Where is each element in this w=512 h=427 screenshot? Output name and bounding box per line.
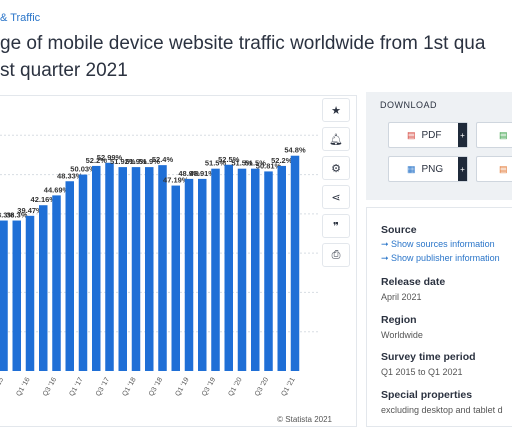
png-download-button[interactable]: ▦ PNG +	[388, 156, 468, 182]
data-label: 51.5%	[245, 159, 267, 168]
download-title: DOWNLOAD	[380, 100, 438, 110]
x-tick-label: Q3 '18	[148, 376, 164, 397]
chart-bar[interactable]	[277, 165, 287, 371]
chart-bar[interactable]	[65, 181, 75, 371]
chart-bar[interactable]	[52, 195, 61, 371]
bar-chart: 35%38.3%38.3%39.47%42.16%44.69%48.33%50.…	[0, 134, 320, 398]
data-label: 52.2%	[271, 156, 293, 165]
chart-bar[interactable]	[224, 164, 234, 371]
data-label: 50.03%	[70, 165, 96, 174]
data-label: 51.5%	[231, 159, 253, 168]
chart-bar[interactable]	[251, 168, 260, 371]
plus-icon[interactable]: +	[458, 123, 467, 147]
chart-bar[interactable]	[39, 205, 48, 371]
data-label: 51.5%	[205, 159, 227, 168]
chart-bar[interactable]	[158, 165, 167, 371]
release-title: Release date	[381, 276, 446, 288]
png-icon: ▦	[407, 163, 416, 174]
data-label: 48.91%	[190, 169, 216, 178]
chart-bar[interactable]	[237, 168, 247, 371]
breadcrumb[interactable]: & Traffic	[0, 12, 41, 24]
xls-download-button[interactable]: ▤	[476, 122, 512, 148]
quote-icon[interactable]: ❞	[322, 214, 350, 238]
data-label: 47.19%	[163, 176, 189, 185]
data-label: 54.8%	[284, 146, 306, 155]
print-icon[interactable]: ⎙	[322, 243, 350, 267]
chart-bar[interactable]	[290, 155, 300, 371]
data-label: 52.2%	[86, 156, 108, 165]
chart-bar[interactable]	[211, 168, 220, 371]
gear-icon[interactable]: ⚙	[322, 156, 350, 180]
download-panel: DOWNLOAD ▤ PDF + ▤ ▦ PNG + ▤	[366, 92, 512, 200]
page-title-line-1: ge of mobile device website traffic worl…	[0, 33, 486, 54]
share-icon[interactable]: ⋖	[322, 185, 350, 209]
data-label: 50.81%	[256, 161, 282, 170]
x-tick-label: Q1 '20	[227, 376, 243, 397]
chart-bar[interactable]	[118, 167, 128, 371]
data-label: 51.9%	[125, 157, 147, 166]
x-tick-label: Q3 '15	[0, 376, 5, 397]
survey-value: Q1 2015 to Q1 2021	[381, 367, 463, 377]
page-title: ge of mobile device website traffic worl…	[0, 30, 512, 84]
source-title: Source	[381, 224, 417, 236]
x-tick-label: Q3 '17	[95, 376, 111, 397]
chart-bar[interactable]	[131, 167, 141, 371]
region-title: Region	[381, 314, 417, 326]
chart-bar[interactable]	[264, 171, 273, 371]
x-tick-label: Q1 '18	[121, 376, 137, 397]
data-label: 38.3%	[0, 211, 14, 220]
chart-bar[interactable]	[105, 162, 114, 371]
xls-icon: ▤	[499, 129, 508, 140]
x-tick-label: Q3 '16	[42, 376, 58, 397]
data-label: 48.33%	[57, 171, 83, 180]
data-label: 52.99%	[97, 153, 123, 162]
chart-bar[interactable]	[171, 185, 181, 371]
chart-bar[interactable]	[12, 220, 22, 371]
data-label: 51.9%	[139, 157, 161, 166]
pdf-download-button[interactable]: ▤ PDF +	[388, 122, 468, 148]
ppt-icon: ▤	[499, 163, 508, 174]
region-value: Worldwide	[381, 330, 423, 340]
chart-toolbar: ★ 🔔︎ ⚙ ⋖ ❞ ⎙	[322, 98, 352, 272]
chart-bar[interactable]	[92, 165, 101, 371]
star-icon[interactable]: ★	[322, 98, 350, 122]
special-title: Special properties	[381, 389, 473, 401]
x-tick-label: Q3 '20	[254, 376, 270, 397]
plus-icon[interactable]: +	[458, 157, 467, 181]
chart-bar[interactable]	[198, 178, 207, 371]
data-label: 52.4%	[152, 155, 174, 164]
chart-bar[interactable]	[78, 174, 88, 371]
chart-panel: 35%38.3%38.3%39.47%42.16%44.69%48.33%50.…	[0, 95, 357, 427]
data-label: 38.3%	[6, 211, 28, 220]
show-publisher-link[interactable]: ➞ Show publisher information	[381, 253, 500, 263]
chart-bar[interactable]	[184, 178, 194, 371]
data-label: 39.47%	[17, 206, 43, 215]
chart-bar[interactable]	[145, 167, 154, 371]
x-tick-label: Q1 '17	[68, 376, 84, 397]
pdf-label: PDF	[421, 129, 442, 141]
special-value: excluding desktop and tablet d	[381, 405, 503, 415]
x-tick-label: Q1 '19	[174, 376, 190, 397]
data-label: 48.9%	[178, 169, 200, 178]
show-sources-link[interactable]: ➞ Show sources information	[381, 239, 495, 249]
pdf-icon: ▤	[407, 129, 416, 140]
page-title-line-2: st quarter 2021	[0, 60, 128, 81]
bell-icon[interactable]: 🔔︎	[322, 127, 350, 151]
data-label: 42.16%	[31, 195, 57, 204]
chart-bar[interactable]	[25, 215, 35, 371]
data-label: 44.69%	[44, 185, 70, 194]
survey-title: Survey time period	[381, 351, 476, 363]
ppt-download-button[interactable]: ▤	[476, 156, 512, 182]
x-tick-label: Q1 '16	[15, 376, 31, 397]
chart-bar[interactable]	[0, 220, 8, 371]
data-label: 51.92%	[110, 157, 136, 166]
x-tick-label: Q1 '21	[280, 376, 296, 397]
data-label: 52.5%	[218, 155, 240, 164]
png-label: PNG	[421, 163, 444, 175]
release-value: April 2021	[381, 292, 422, 302]
info-panel: Source ➞ Show sources information ➞ Show…	[366, 207, 512, 427]
copyright[interactable]: © Statista 2021	[277, 415, 332, 424]
x-tick-label: Q3 '19	[201, 376, 217, 397]
